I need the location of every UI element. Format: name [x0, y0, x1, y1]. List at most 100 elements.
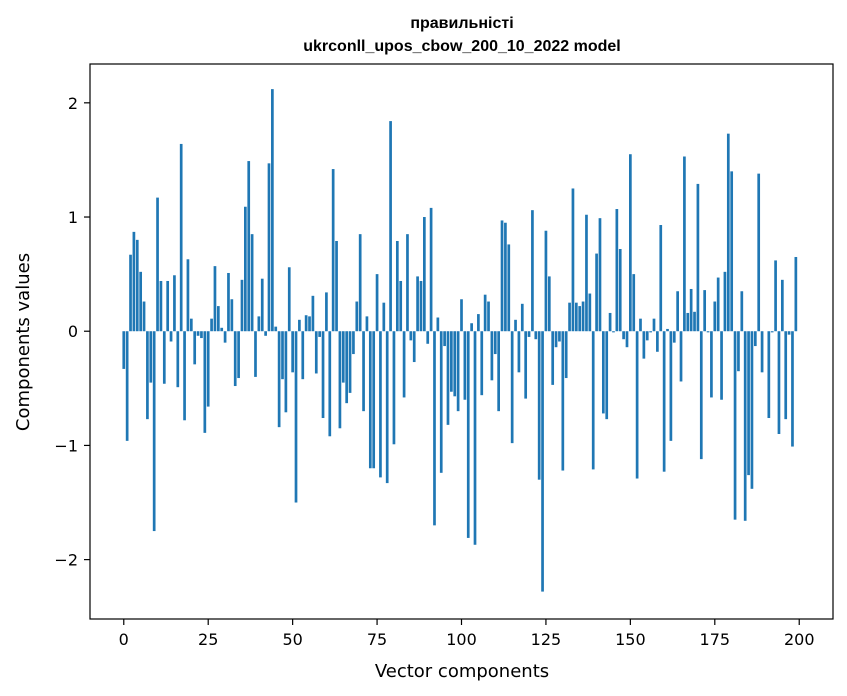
bar-20	[189, 318, 193, 332]
x-tick-label: 0	[119, 630, 129, 649]
bar-87	[416, 276, 419, 332]
bar-39	[254, 331, 257, 377]
bar-173	[706, 331, 710, 333]
bar-53	[301, 331, 305, 380]
bar-127	[551, 331, 555, 385]
bar-5	[139, 271, 143, 332]
bar-148	[622, 331, 625, 340]
bar-172	[703, 290, 707, 332]
bar-156	[649, 331, 652, 333]
bar-192	[770, 331, 774, 333]
bar-161	[666, 328, 669, 332]
bar-169	[693, 311, 696, 332]
bar-75	[375, 274, 379, 332]
bar-128	[554, 331, 558, 348]
bar-115	[510, 331, 514, 444]
bar-119	[524, 331, 528, 399]
bar-110	[493, 331, 497, 355]
bar-64	[338, 331, 342, 429]
bar-15	[173, 275, 176, 332]
bar-129	[558, 331, 561, 342]
bar-7	[146, 331, 149, 420]
bar-187	[753, 331, 757, 347]
bar-86	[412, 331, 416, 363]
bar-126	[547, 276, 551, 332]
bar-6	[142, 301, 146, 332]
bar-68	[352, 331, 355, 355]
bar-52	[298, 319, 301, 332]
y-axis: −2 −1 0 1 2	[54, 94, 90, 570]
y-axis-label: Components values	[13, 253, 34, 431]
bar-139	[591, 331, 595, 470]
bar-97	[450, 331, 453, 392]
bar-132	[568, 302, 571, 332]
chart-title-line-2: ukrconll_upos_cbow_200_10_2022 model	[303, 38, 620, 55]
bar-76	[379, 331, 382, 478]
y-tick-label: −1	[54, 436, 78, 455]
bar-47	[281, 331, 284, 380]
bar-11	[159, 280, 163, 332]
bar-167	[686, 312, 690, 332]
bar-4	[135, 239, 139, 332]
bar-93	[436, 317, 440, 332]
bar-107	[483, 294, 487, 332]
bar-94	[439, 331, 443, 473]
bar-191	[767, 331, 771, 419]
bar-10	[156, 197, 159, 332]
bar-43	[267, 163, 271, 332]
chart-title-line-1: правильністі	[410, 15, 513, 32]
bar-60	[325, 292, 328, 332]
bar-80	[392, 331, 396, 445]
bar-79	[389, 121, 392, 332]
bar-24	[203, 331, 207, 433]
bar-35	[240, 279, 244, 332]
bar-149	[625, 331, 629, 348]
bar-185	[747, 331, 750, 476]
bar-70	[358, 234, 362, 332]
bar-55	[308, 316, 311, 332]
bar-130	[561, 331, 565, 471]
bar-134	[574, 302, 578, 332]
bar-77	[382, 302, 386, 332]
bar-112	[500, 220, 504, 332]
x-tick-label: 75	[367, 630, 387, 649]
bar-81	[395, 241, 399, 332]
bar-102	[466, 331, 470, 538]
bar-170	[696, 183, 700, 332]
bar-88	[419, 280, 423, 332]
bar-98	[453, 331, 457, 397]
bar-58	[318, 331, 321, 337]
bar-171	[699, 331, 703, 460]
bar-111	[497, 331, 500, 412]
bar-16	[176, 331, 180, 388]
bar-140	[595, 253, 598, 332]
bar-63	[335, 241, 338, 332]
bar-13	[166, 280, 170, 332]
bar-1	[125, 331, 129, 441]
bar-101	[463, 331, 467, 400]
bar-137	[585, 214, 588, 332]
x-tick-label: 100	[446, 630, 477, 649]
bar-38	[250, 234, 254, 332]
bar-158	[656, 331, 659, 352]
x-tick-label: 125	[531, 630, 562, 649]
x-axis: 0 25 50 75 100 125 150 175 200	[119, 619, 815, 649]
x-tick-label: 50	[282, 630, 302, 649]
bar-72	[365, 316, 369, 332]
bar-23	[200, 331, 203, 339]
bar-125	[544, 230, 548, 332]
bar-178	[723, 271, 727, 332]
bar-21	[193, 331, 197, 365]
bar-131	[564, 331, 568, 379]
y-tick-label: 0	[68, 322, 78, 341]
bar-49	[287, 267, 291, 332]
bar-114	[507, 244, 511, 332]
y-tick-label: 2	[68, 94, 78, 113]
bar-194	[777, 331, 781, 434]
bar-90	[426, 331, 430, 344]
bar-195	[780, 279, 784, 332]
bar-105	[477, 314, 480, 332]
bar-106	[480, 331, 484, 396]
bar-25	[206, 331, 210, 407]
